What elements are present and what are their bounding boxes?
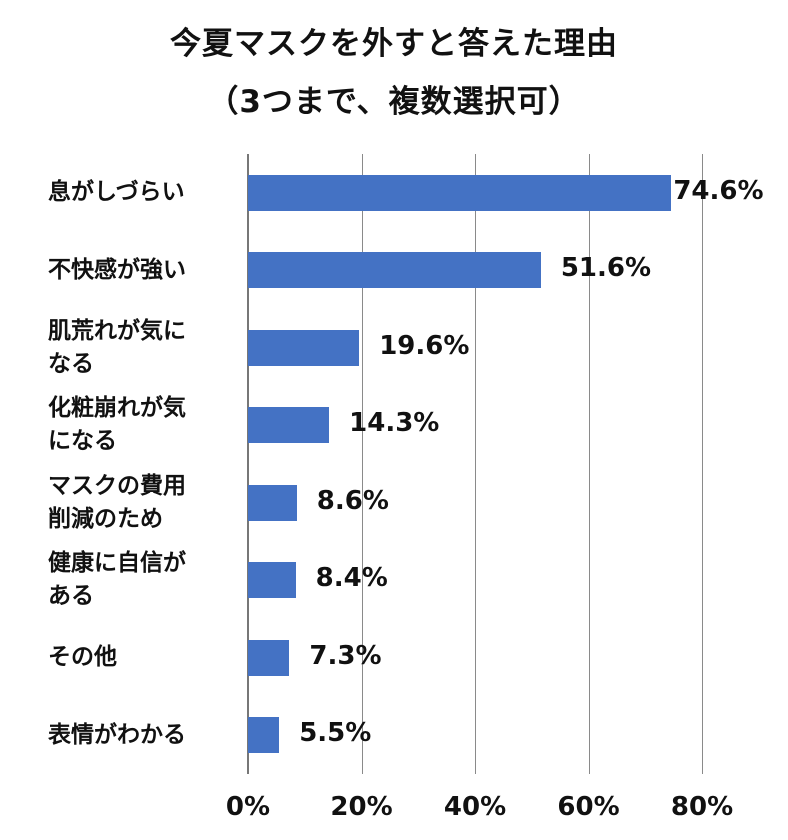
bar: [248, 174, 672, 211]
value-label: 7.3%: [309, 640, 382, 671]
bar: [248, 252, 541, 289]
x-tick-label: 40%: [443, 792, 507, 822]
category-label-line: ある: [48, 583, 94, 610]
value-label: 5.5%: [299, 718, 372, 749]
category-label-line: 化粧崩れが気: [48, 395, 186, 422]
bar: [248, 329, 360, 366]
category-label-line: 表情がわかる: [48, 721, 186, 748]
chart-subtitle: （3つまで、複数選択可）: [207, 84, 581, 120]
value-label: 14.3%: [349, 408, 440, 439]
value-label: 74.6%: [673, 175, 764, 206]
value-label: 8.4%: [315, 563, 388, 594]
x-tick-label: 60%: [557, 792, 620, 822]
category-label-line: 健康に自信が: [48, 550, 186, 577]
bar: [248, 639, 290, 676]
category-label: マスクの費用 削減のため: [48, 470, 238, 536]
category-label-line: なる: [48, 350, 94, 377]
gridline: [361, 154, 363, 774]
category-label: その他: [48, 641, 238, 674]
bar: [248, 562, 296, 599]
category-label-line: マスクの費用: [48, 472, 186, 499]
bar: [248, 407, 330, 444]
x-tick-label: 80%: [670, 792, 734, 822]
bar: [248, 717, 280, 754]
category-label-line: その他: [48, 644, 117, 671]
category-label: 表情がわかる: [48, 719, 238, 752]
gridline: [702, 154, 703, 774]
gridline: [475, 154, 476, 774]
chart-title: 今夏マスクを外すと答えた理由: [170, 26, 618, 62]
category-label-line: 削減のため: [48, 505, 163, 532]
category-label-line: 息がしづらい: [48, 179, 185, 206]
category-label: 化粧崩れが気 になる: [48, 392, 238, 458]
value-label: 51.6%: [560, 253, 652, 284]
category-label: 肌荒れが気に なる: [48, 315, 238, 381]
category-label-line: 肌荒れが気に: [48, 317, 186, 344]
value-label: 8.6%: [316, 485, 389, 516]
category-label-line: になる: [48, 428, 117, 455]
x-tick-label: 0%: [225, 792, 271, 822]
bar: [248, 484, 297, 521]
x-tick-label: 20%: [330, 792, 393, 822]
category-label-line: 不快感が強い: [48, 256, 186, 283]
category-label: 健康に自信が ある: [48, 547, 238, 613]
value-label: 19.6%: [379, 330, 470, 361]
gridline: [588, 154, 590, 774]
category-label: 息がしづらい: [48, 176, 238, 209]
category-label: 不快感が強い: [48, 254, 238, 287]
y-axis-line: [247, 154, 249, 774]
